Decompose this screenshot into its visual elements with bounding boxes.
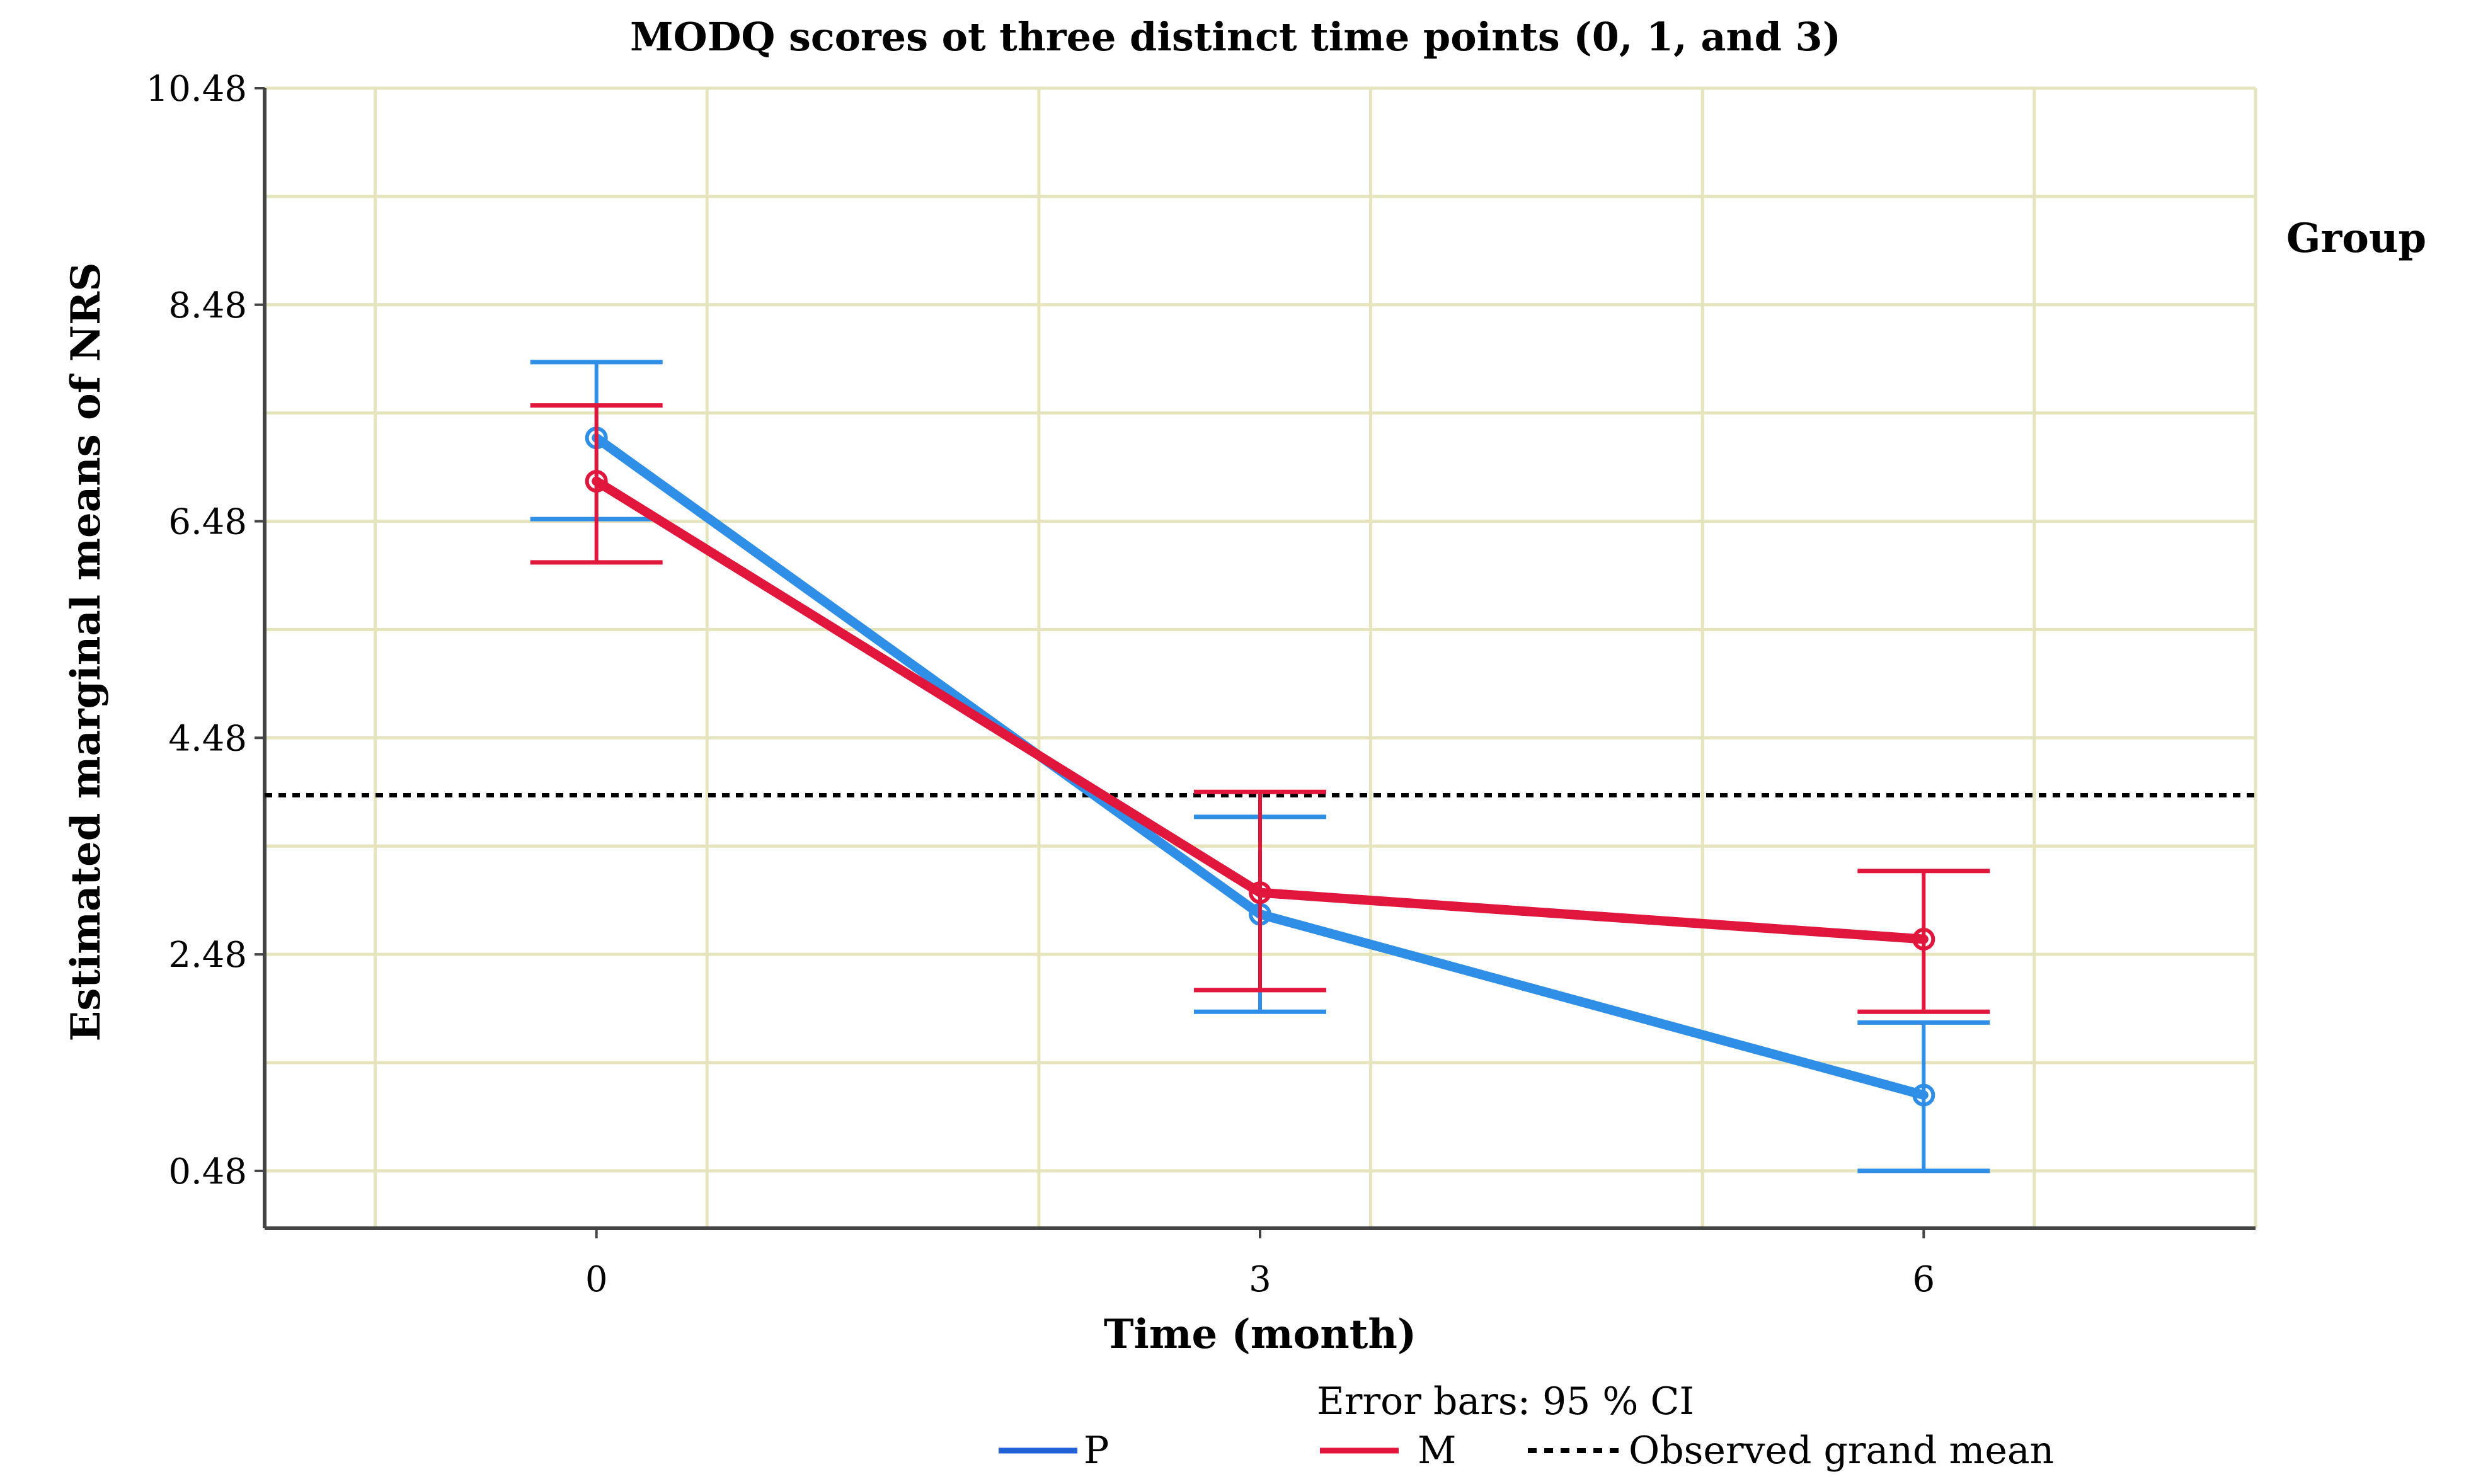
legend: P M Observed grand mean [999,1429,2054,1473]
y-tick-label: 10.48 [146,69,247,110]
data-point [1249,881,1271,905]
grid [265,86,2257,1228]
y-tick-label: 2.48 [168,935,247,976]
y-tick-label: 8.48 [168,285,247,326]
x-tick-label: 0 [585,1259,608,1300]
x-tick-label: 3 [1249,1259,1271,1300]
x-axis-title: Time (month) [1104,1311,1416,1358]
error-bars-note: Error bars: 95 % CI [1317,1379,1694,1424]
series-m [530,403,1990,1014]
y-axis-title: Estimated marginal means of NRS [62,263,110,1042]
y-tick-label: 0.48 [168,1151,247,1192]
chart-title: MODQ scores ot three distinct time point… [630,14,1841,60]
tick-labels: 0.48 2.48 4.48 6.48 8.48 10.48 0 3 6 [146,69,1935,1300]
y-tick-label: 4.48 [168,718,247,759]
legend-label-grand-mean: Observed grand mean [1629,1429,2054,1473]
data-point [1912,928,1935,951]
y-tick-label: 6.48 [168,502,247,543]
data-point [1912,1083,1935,1107]
legend-label-m: M [1418,1429,1456,1473]
legend-title: Group [2286,215,2426,262]
legend-label-p: P [1084,1429,1109,1473]
data-point [585,469,608,493]
series-layer [530,360,1990,1173]
series-p [530,360,1990,1173]
x-tick-label: 6 [1913,1259,1935,1300]
axes [263,88,2256,1230]
